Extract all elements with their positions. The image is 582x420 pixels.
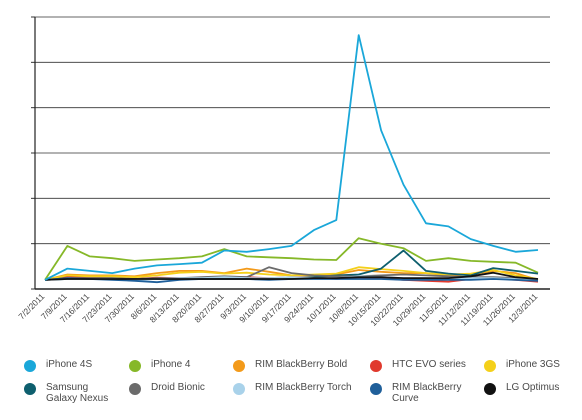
series-line-iphone-4	[44, 237, 539, 281]
series-line-iphone-4s	[44, 34, 539, 281]
series-lines	[44, 34, 539, 284]
series-line-lg-optimus	[44, 271, 539, 281]
chart-grid	[31, 16, 550, 290]
x-axis-tick-labels: 7/2/20117/9/20117/16/20117/23/20117/30/2…	[16, 291, 539, 328]
